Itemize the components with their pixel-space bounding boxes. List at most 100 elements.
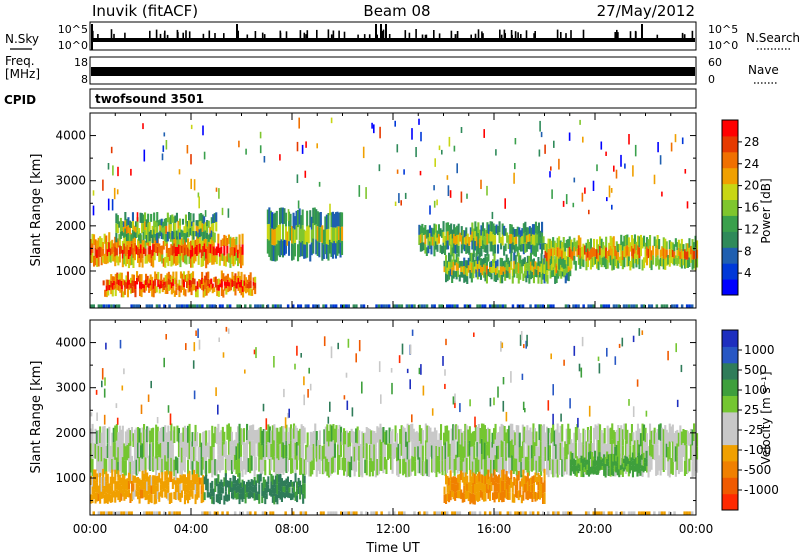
echo-cell	[472, 483, 475, 494]
echo-cell	[682, 244, 685, 252]
echo-cell	[193, 255, 196, 264]
echo-cell	[556, 423, 559, 442]
echo-cell	[108, 483, 111, 493]
ground-scatter-cell	[340, 511, 343, 516]
ground-scatter-cell	[312, 304, 315, 309]
echo-cell	[633, 452, 636, 459]
echo-cell	[493, 480, 496, 492]
echo-cell	[471, 231, 474, 241]
echo-speckle	[190, 178, 192, 190]
echo-cell	[166, 273, 169, 281]
echo-cell	[599, 245, 602, 256]
ground-scatter-cell	[360, 511, 363, 516]
echo-cell	[519, 230, 522, 238]
echo-cell	[637, 466, 640, 474]
echo-cell	[155, 245, 158, 254]
echo-cell	[361, 431, 364, 447]
echo-speckle	[522, 401, 525, 411]
echo-cell	[462, 243, 465, 250]
echo-cell	[226, 279, 229, 286]
echo-cell	[519, 237, 522, 245]
ground-scatter-cell	[685, 511, 689, 516]
echo-cell	[259, 443, 262, 460]
echo-cell	[114, 256, 117, 267]
echo-cell	[591, 452, 594, 460]
echo-cell	[561, 441, 564, 460]
echo-cell	[267, 476, 270, 485]
echo-cell	[343, 444, 346, 460]
echo-cell	[299, 493, 302, 500]
echo-cell	[330, 227, 333, 243]
echo-cell	[489, 261, 492, 267]
echo-cell	[529, 484, 532, 492]
echo-cell	[596, 239, 599, 250]
echo-cell	[235, 460, 238, 475]
echo-cell	[445, 273, 448, 283]
echo-cell	[502, 441, 505, 458]
echo-cell	[118, 483, 121, 493]
echo-cell	[108, 285, 111, 291]
echo-speckle	[524, 408, 526, 413]
ground-scatter-cell	[564, 511, 568, 516]
echo-speckle	[406, 368, 409, 374]
echo-cell	[615, 250, 618, 260]
echo-cell	[674, 461, 677, 477]
echo-cell	[567, 439, 570, 455]
echo-cell	[244, 493, 247, 504]
echo-cell	[512, 242, 515, 250]
echo-cell	[693, 242, 696, 251]
echo-cell	[294, 229, 297, 243]
echo-cell	[639, 462, 642, 469]
echo-cell	[602, 241, 605, 250]
echo-cell	[399, 458, 402, 474]
echo-cell	[137, 247, 140, 255]
echo-cell	[408, 442, 411, 460]
echo-cell	[132, 460, 135, 475]
ground-scatter-cell	[519, 511, 522, 516]
nsky-spike	[246, 34, 249, 38]
echo-cell	[626, 429, 629, 444]
y-tick-label: 3000	[55, 174, 86, 188]
echo-speckle	[661, 191, 663, 197]
echo-cell	[174, 230, 177, 238]
echo-cell	[572, 458, 575, 467]
echo-speckle	[584, 187, 586, 194]
echo-cell	[602, 433, 605, 446]
echo-cell	[253, 430, 256, 446]
echo-cell	[121, 425, 124, 442]
echo-cell	[183, 232, 186, 240]
echo-cell	[511, 276, 514, 284]
echo-speckle	[659, 155, 662, 165]
echo-cell	[511, 268, 514, 276]
echo-cell	[532, 439, 535, 455]
colorbar-segment	[722, 428, 738, 446]
echo-cell	[399, 429, 402, 444]
echo-cell	[534, 269, 537, 277]
cpid-value: twofsound 3501	[95, 92, 204, 106]
echo-cell	[620, 234, 623, 246]
echo-cell	[156, 441, 159, 456]
echo-cell	[127, 240, 130, 250]
echo-cell	[227, 234, 230, 244]
echo-cell	[491, 231, 494, 242]
velocity-colorbar-label: Velocity [m s⁻¹]	[759, 371, 773, 464]
echo-cell	[296, 441, 299, 456]
ground-scatter-cell	[393, 511, 396, 516]
echo-cell	[542, 243, 545, 250]
echo-cell	[169, 279, 172, 285]
echo-cell	[204, 289, 207, 297]
echo-cell	[582, 428, 585, 445]
echo-cell	[291, 493, 294, 500]
echo-speckle	[185, 343, 187, 351]
echo-speckle	[162, 145, 165, 152]
echo-cell	[671, 424, 674, 442]
echo-cell	[350, 428, 353, 443]
echo-cell	[446, 457, 449, 474]
echo-cell	[479, 459, 482, 475]
echo-cell	[112, 252, 115, 262]
echo-cell	[417, 432, 420, 447]
echo-cell	[513, 477, 516, 486]
echo-cell	[484, 237, 487, 246]
echo-cell	[293, 423, 296, 439]
echo-cell	[650, 430, 653, 444]
